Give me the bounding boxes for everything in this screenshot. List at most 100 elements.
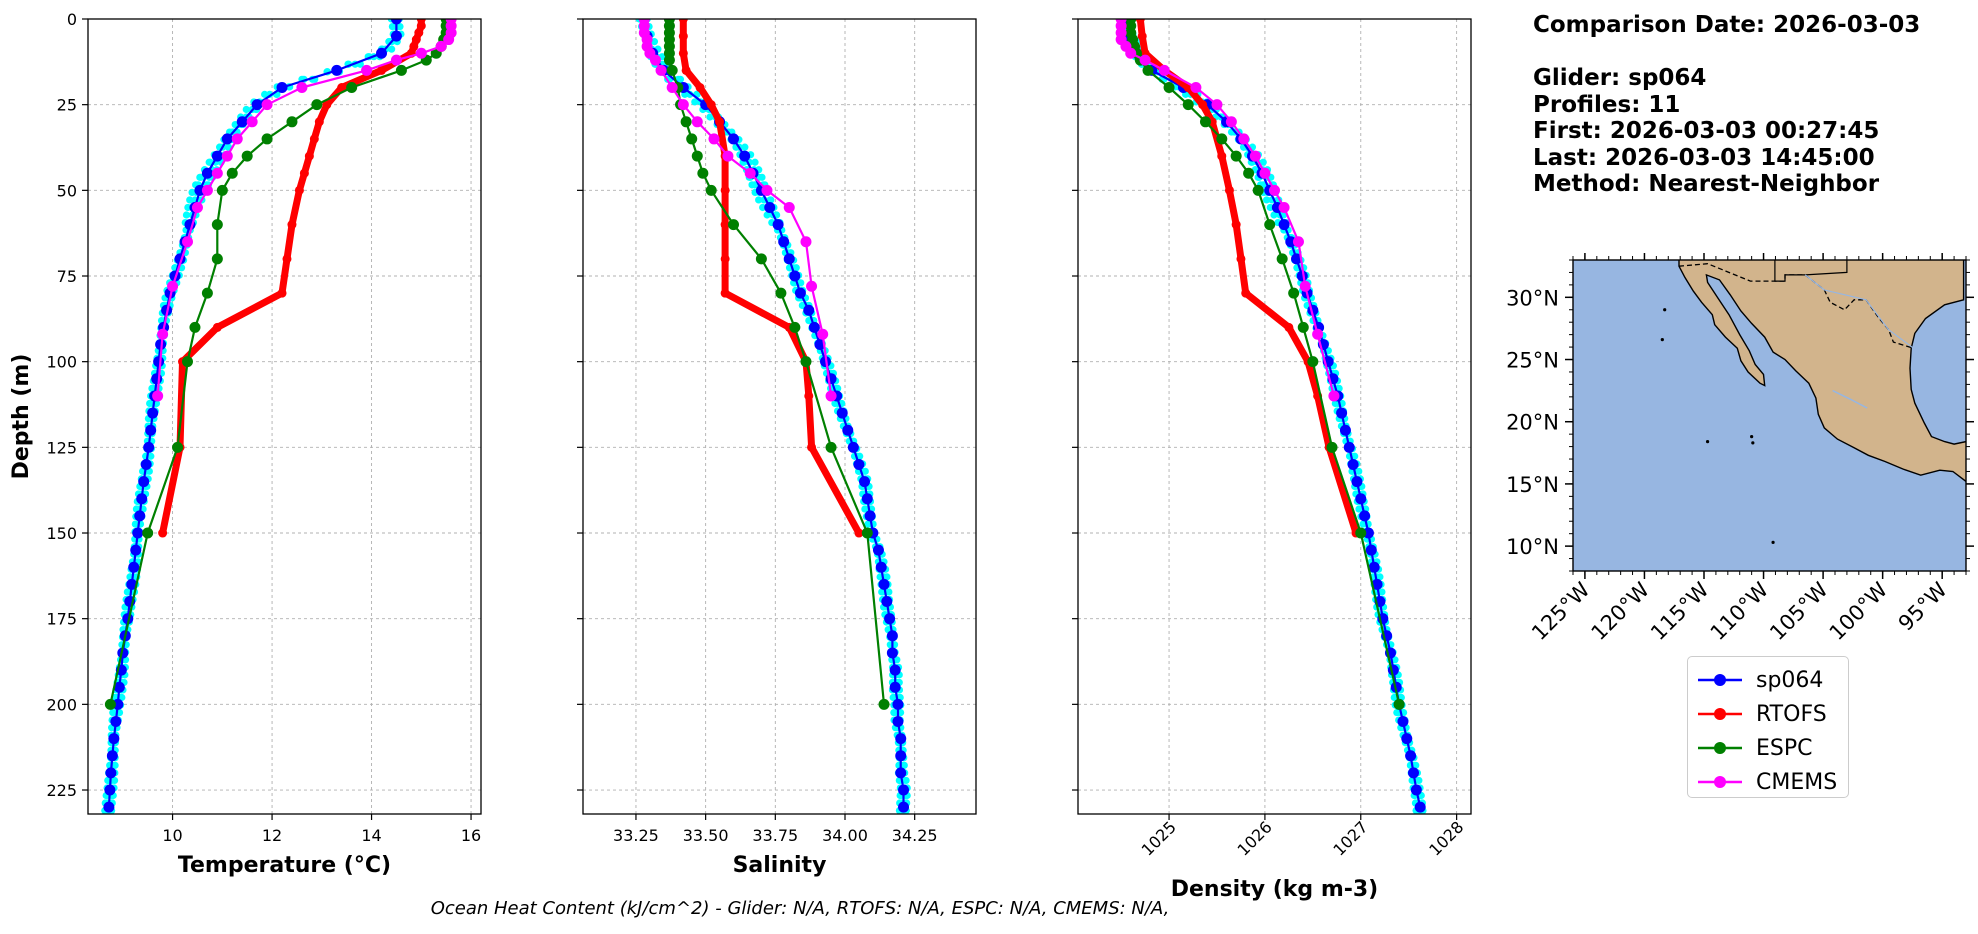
profile-panel-0: 0 25 50 75 100 125 150 175 200 225 10 12 14 16 Tempera…: [9, 10, 482, 878]
series-point-sp064: [872, 544, 884, 556]
glider-profile-point: [1391, 656, 1399, 664]
glider-profile-point: [242, 105, 250, 114]
glider-profile-point: [758, 173, 766, 181]
x-tick-label: 33.50: [683, 826, 729, 845]
series-point-sp064: [1362, 527, 1374, 539]
x-tick-label: 12: [262, 826, 282, 845]
series-point-sp064: [106, 750, 118, 762]
series-point-sp064: [895, 750, 907, 762]
y-tick-label: 175: [46, 610, 77, 629]
series-point-sp064: [147, 407, 159, 419]
series-point-rtofs: [807, 442, 817, 452]
x-tick-label: 10: [162, 826, 182, 845]
series-point-espc: [172, 441, 184, 453]
glider-profile-point: [766, 196, 774, 204]
x-tick-label: 33.25: [613, 826, 659, 845]
glider-profile-point: [1355, 467, 1363, 475]
series-point-sp064: [390, 19, 402, 25]
series-point-cmems: [1299, 280, 1311, 292]
series-point-cmems: [1278, 201, 1290, 213]
glider-profile-point: [1266, 203, 1274, 212]
glider-profile-point: [388, 45, 396, 53]
series-point-sp064: [155, 339, 167, 351]
series-point-sp064: [803, 304, 815, 316]
glider-profile-point: [1415, 776, 1423, 785]
series-point-sp064: [138, 476, 150, 488]
series-point-cmems: [201, 184, 213, 196]
series-point-sp064: [739, 150, 751, 162]
series-point-sp064: [1339, 424, 1351, 436]
series-point-cmems: [435, 40, 447, 52]
series-point-espc: [697, 167, 709, 179]
legend-swatch-sp064: [1698, 674, 1742, 686]
map-lon-label: 105°W: [1765, 577, 1833, 645]
island: [1771, 540, 1775, 544]
series-point-cmems: [666, 82, 678, 94]
series-point-rtofs: [212, 322, 222, 332]
series-point-sp064: [878, 578, 890, 590]
series-point-rtofs: [322, 100, 332, 110]
series-point-espc: [1307, 356, 1319, 368]
y-tick-label: 0: [67, 10, 77, 29]
series-point-cmems: [1211, 99, 1223, 111]
series-point-espc: [216, 184, 228, 196]
series-point-espc: [226, 167, 238, 179]
glider-profile-point: [883, 573, 891, 581]
series-point-espc: [311, 99, 323, 111]
series-point-espc: [201, 287, 213, 299]
map-lon-label: 110°W: [1706, 577, 1774, 645]
series-point-cmems: [800, 236, 812, 248]
state-lines: [1774, 260, 1848, 282]
comparison-info: Comparison Date: 2026-03-03 Glider: sp06…: [1533, 12, 1920, 198]
glider-profile-point: [1378, 588, 1386, 596]
legend: sp064 RTOFS ESPC CMEMS: [1687, 656, 1849, 798]
glider-profile-point: [147, 452, 155, 460]
x-axis-label: Density (kg m-3): [1171, 877, 1379, 902]
series-point-rtofs: [416, 21, 426, 31]
series-point-sp064: [108, 733, 120, 745]
series-point-espc: [261, 133, 273, 145]
series-point-rtofs: [1231, 220, 1241, 230]
x-tick-label: 1026: [1234, 817, 1276, 859]
series-point-cmems: [783, 201, 795, 213]
series-point-sp064: [895, 767, 907, 779]
series-point-cmems: [1190, 82, 1202, 94]
series-point-cmems: [722, 150, 734, 162]
series-point-rtofs: [304, 151, 314, 161]
series-point-sp064: [1355, 493, 1367, 505]
map-lat-label: 25°N: [1506, 349, 1559, 373]
series-point-espc: [666, 64, 678, 76]
series-point-sp064: [143, 441, 155, 453]
series-point-rtofs: [294, 185, 304, 195]
series-point-rtofs: [1137, 31, 1147, 41]
series-point-sp064: [105, 767, 117, 779]
island: [1705, 440, 1710, 444]
x-tick-label: 34.00: [822, 826, 868, 845]
series-point-sp064: [104, 784, 116, 796]
glider-profile-point: [111, 761, 119, 769]
series-point-cmems: [1125, 47, 1137, 59]
series-point-sp064: [764, 201, 776, 213]
map-lon-label: 95°W: [1894, 577, 1952, 635]
series-point-espc: [825, 441, 837, 453]
series-point-sp064: [1351, 476, 1363, 488]
series-point-espc: [1297, 321, 1309, 333]
series-point-espc: [878, 698, 890, 710]
comparison-date: Comparison Date: 2026-03-03: [1533, 12, 1921, 38]
series-point-rtofs: [337, 83, 347, 93]
legend-swatch-cmems: [1698, 776, 1742, 788]
legend-item-rtofs: RTOFS: [1696, 699, 1827, 729]
series-point-sp064: [1407, 767, 1419, 779]
first-profile-time: First: 2026-03-03 00:27:45: [1533, 118, 1880, 144]
series-point-sp064: [151, 373, 163, 385]
series-point-cmems: [1312, 328, 1324, 340]
axes-frame: [582, 18, 977, 815]
series-point-sp064: [892, 698, 904, 710]
y-tick-label: 150: [46, 524, 77, 543]
glider-profile-point: [900, 761, 908, 769]
series-point-sp064: [864, 510, 876, 522]
series-point-sp064: [390, 30, 402, 42]
series-point-rtofs: [1135, 19, 1145, 24]
series-point-espc: [241, 150, 253, 162]
series-point-rtofs: [678, 19, 688, 24]
